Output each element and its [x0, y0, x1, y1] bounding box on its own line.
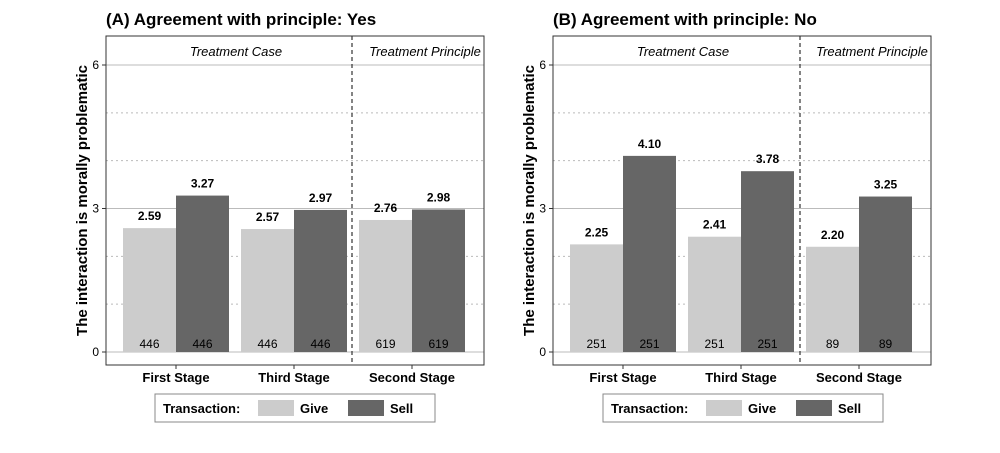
bar-n-label: 446: [257, 337, 277, 351]
y-tick-label: 6: [539, 58, 546, 72]
chart-panel-a: (A) Agreement with principle: Yes The int…: [74, 10, 485, 423]
y-tick-label: 6: [92, 58, 99, 72]
bar-sell: [294, 209, 347, 352]
legend-title: Transaction:: [163, 401, 240, 416]
bar-value-label: 3.78: [756, 152, 780, 166]
bar-sell: [623, 155, 676, 352]
bar-n-label: 251: [639, 337, 659, 351]
bar-value-label: 2.57: [256, 210, 280, 224]
y-tick-label: 0: [92, 345, 99, 359]
y-axis-label: The interaction is morally problematic: [74, 65, 91, 336]
y-tick-label: 0: [539, 345, 546, 359]
bar-n-label: 619: [428, 337, 448, 351]
bar-value-label: 2.98: [427, 190, 451, 204]
bar-value-label: 3.27: [191, 177, 215, 191]
legend-label-sell: Sell: [838, 401, 861, 416]
bar-sell: [741, 171, 794, 352]
bar-n-label: 619: [375, 337, 395, 351]
legend-box: [602, 393, 884, 423]
x-tick-label: First Stage: [142, 370, 209, 385]
bar-value-label: 2.97: [309, 191, 333, 205]
y-tick-label: 3: [92, 202, 99, 216]
legend-swatch-sell: [796, 400, 832, 416]
bar-give: [570, 244, 623, 352]
bar-value-label: 2.59: [138, 209, 162, 223]
facet-label: Treatment Case: [190, 44, 282, 59]
legend-swatch-sell: [348, 400, 384, 416]
bar-value-label: 4.10: [638, 137, 662, 151]
bar-give: [359, 219, 412, 352]
chart-panel-b: (B) Agreement with principle: No The inte…: [521, 10, 932, 423]
bar-sell: [176, 195, 229, 352]
bar-value-label: 2.25: [585, 225, 609, 239]
bar-give: [806, 246, 859, 352]
x-tick-label: Third Stage: [258, 370, 330, 385]
legend-swatch-give: [706, 400, 742, 416]
x-tick-label: First Stage: [589, 370, 656, 385]
bar-n-label: 89: [826, 337, 840, 351]
bar-value-label: 2.20: [821, 228, 845, 242]
legend-title: Transaction:: [611, 401, 688, 416]
bar-sell: [859, 196, 912, 352]
bar-n-label: 89: [879, 337, 893, 351]
chart-title: (B) Agreement with principle: No: [553, 10, 817, 29]
bar-value-label: 2.41: [703, 218, 727, 232]
bar-n-label: 251: [586, 337, 606, 351]
y-axis-label: The interaction is morally problematic: [521, 65, 538, 336]
bar-value-label: 3.25: [874, 178, 898, 192]
bar-n-label: 251: [704, 337, 724, 351]
legend-label-sell: Sell: [390, 401, 413, 416]
legend-label-give: Give: [748, 401, 776, 416]
panel-border: [552, 35, 932, 366]
facet-label: Treatment Principle: [369, 44, 481, 59]
chart-title: (A) Agreement with principle: Yes: [106, 10, 376, 29]
x-tick-label: Second Stage: [369, 370, 455, 385]
legend-box: [154, 393, 436, 423]
bar-sell: [412, 209, 465, 352]
facet-label: Treatment Case: [637, 44, 729, 59]
bar-n-label: 446: [310, 337, 330, 351]
y-tick-label: 3: [539, 202, 546, 216]
bar-n-label: 446: [192, 337, 212, 351]
bar-n-label: 446: [139, 337, 159, 351]
legend-swatch-give: [258, 400, 294, 416]
bar-value-label: 2.76: [374, 201, 398, 215]
x-tick-label: Third Stage: [705, 370, 777, 385]
bar-give: [688, 236, 741, 352]
legend-label-give: Give: [300, 401, 328, 416]
panel-border: [105, 35, 485, 366]
x-tick-label: Second Stage: [816, 370, 902, 385]
bar-give: [241, 229, 294, 352]
bar-n-label: 251: [757, 337, 777, 351]
facet-label: Treatment Principle: [816, 44, 928, 59]
bar-give: [123, 228, 176, 352]
